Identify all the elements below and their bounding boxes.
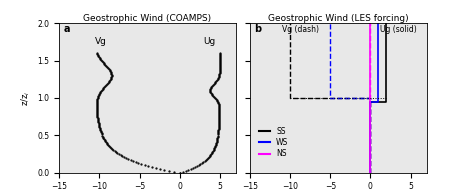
Title: Geostrophic Wind (COAMPS): Geostrophic Wind (COAMPS) (83, 14, 211, 23)
Y-axis label: z/z$_i$: z/z$_i$ (19, 90, 32, 106)
Text: a: a (63, 24, 70, 34)
Text: Ug: Ug (204, 37, 216, 46)
Text: Ug (solid): Ug (solid) (380, 25, 417, 34)
Legend: SS, WS, NS: SS, WS, NS (255, 124, 292, 161)
Text: Vg: Vg (95, 37, 107, 46)
Title: Geostrophic Wind (LES forcing): Geostrophic Wind (LES forcing) (268, 14, 409, 23)
Text: Vg (dash): Vg (dash) (282, 25, 319, 34)
Text: b: b (254, 24, 261, 34)
